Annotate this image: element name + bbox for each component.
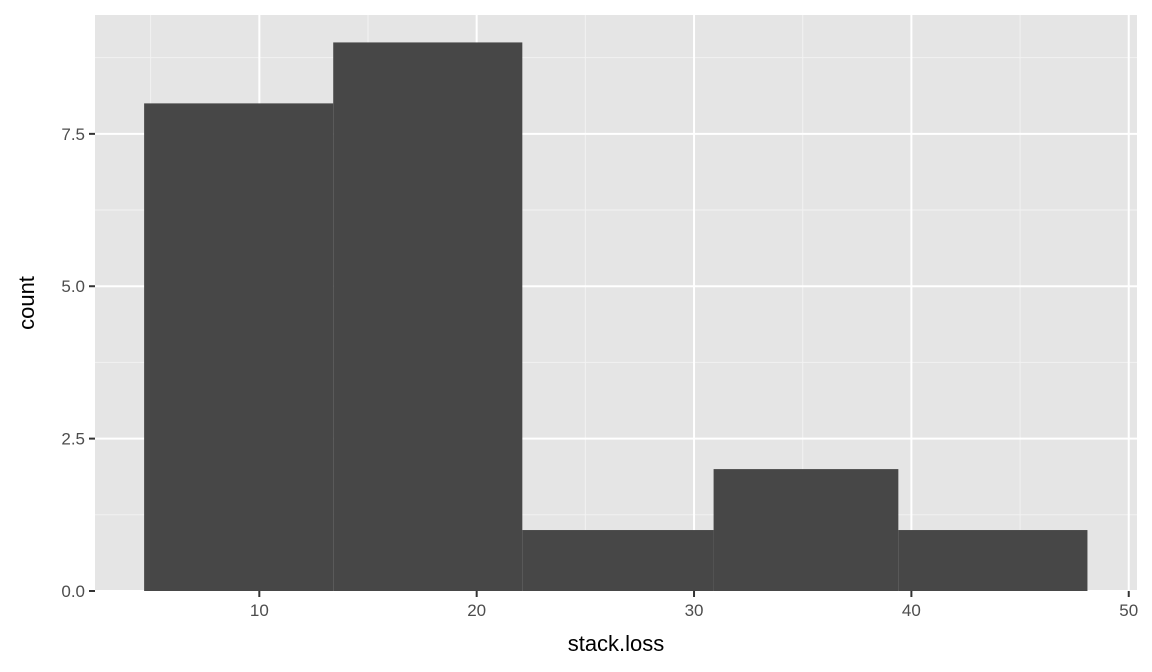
y-tick-label: 2.5 <box>61 430 85 449</box>
y-tick-label: 5.0 <box>61 277 85 296</box>
histogram-bar <box>522 530 714 591</box>
histogram-bar <box>144 103 334 591</box>
histogram-bar <box>898 530 1088 591</box>
histogram-bar <box>713 469 899 591</box>
x-tick-label: 40 <box>902 601 921 620</box>
x-axis-ticks: 10 20 30 40 50 <box>250 591 1138 620</box>
x-axis-title: stack.loss <box>568 631 665 656</box>
x-tick-label: 50 <box>1119 601 1138 620</box>
y-tick-label: 0.0 <box>61 582 85 601</box>
x-tick-label: 30 <box>685 601 704 620</box>
histogram-bar <box>333 42 523 591</box>
histogram-bars <box>144 42 1088 591</box>
y-tick-label: 7.5 <box>61 125 85 144</box>
x-tick-label: 20 <box>467 601 486 620</box>
y-axis-ticks: 0.0 2.5 5.0 7.5 <box>61 125 95 601</box>
x-tick-label: 10 <box>250 601 269 620</box>
y-axis-title: count <box>14 276 39 330</box>
